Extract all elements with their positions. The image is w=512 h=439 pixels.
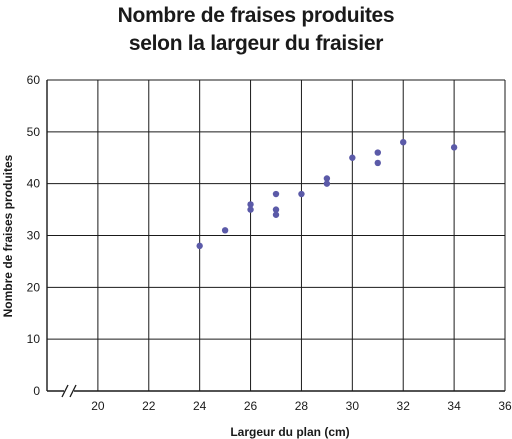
data-point xyxy=(323,180,331,187)
y-tick-label: 0 xyxy=(33,384,40,398)
y-tick-label: 20 xyxy=(27,280,41,294)
y-tick-label: 40 xyxy=(27,177,41,191)
axis-break-gap xyxy=(64,388,74,394)
data-point xyxy=(247,201,254,208)
y-tick-label: 30 xyxy=(27,229,41,243)
x-tick-label: 30 xyxy=(346,399,360,413)
data-point xyxy=(272,211,280,218)
y-tick-label: 10 xyxy=(27,332,41,346)
y-tick-label: 50 xyxy=(27,125,41,139)
grid xyxy=(46,79,506,392)
x-tick-label: 22 xyxy=(142,399,156,413)
data-point xyxy=(272,206,280,213)
x-tick-label: 32 xyxy=(397,399,411,413)
x-tick-label: 20 xyxy=(91,399,105,413)
tick-labels: 0 10 20 30 40 50 60 20 22 24 26 28 30 32 34 36 xyxy=(27,73,512,413)
data-point xyxy=(298,190,305,198)
data-points xyxy=(196,139,458,250)
data-point xyxy=(349,154,356,161)
chart-title: Nombre de fraises produites selon la lar… xyxy=(0,2,512,58)
data-point xyxy=(247,206,254,213)
data-point xyxy=(374,159,381,167)
data-point xyxy=(323,175,331,182)
chart-title-line-2: selon la largeur du fraisier xyxy=(128,32,384,55)
x-tick-label: 28 xyxy=(295,399,309,413)
x-axis-break xyxy=(61,384,77,398)
data-point xyxy=(221,227,229,234)
x-axis-label: Largeur du plan (cm) xyxy=(230,425,349,439)
axis-break-slash xyxy=(69,384,77,398)
x-tick-label: 26 xyxy=(244,399,258,413)
chart-title-line-1: Nombre de fraises produites xyxy=(117,4,395,27)
y-tick-label: 60 xyxy=(27,73,41,87)
axis-break-slash xyxy=(61,384,69,398)
data-point xyxy=(400,139,407,146)
data-point xyxy=(196,242,203,250)
x-tick-label: 34 xyxy=(447,399,461,413)
x-tick-label: 36 xyxy=(498,399,512,413)
x-tick-label: 24 xyxy=(193,399,207,413)
data-point xyxy=(450,144,458,151)
y-axis-label: Nombre de fraises produites xyxy=(1,154,15,317)
data-point xyxy=(374,149,381,156)
data-point xyxy=(272,190,280,198)
